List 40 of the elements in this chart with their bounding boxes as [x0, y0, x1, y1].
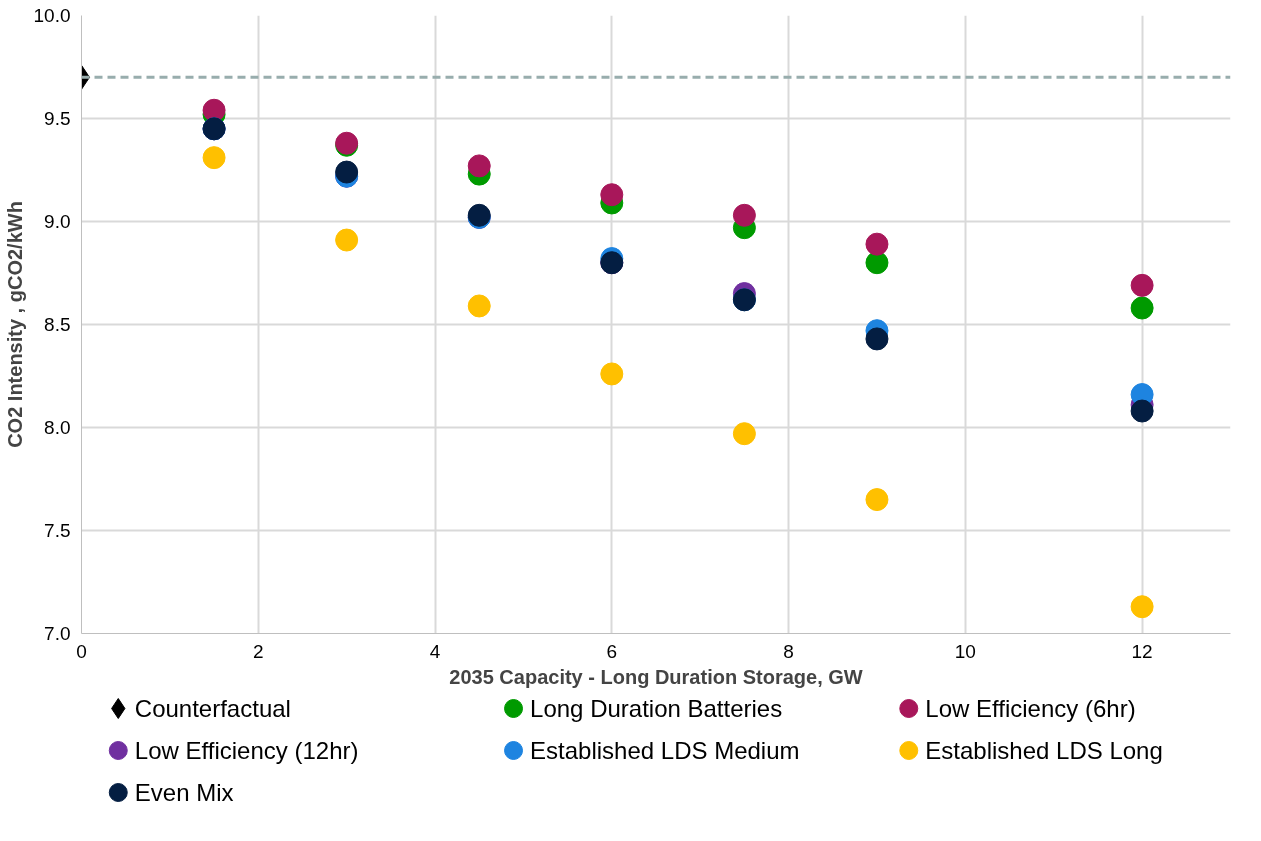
legend-label: Low Efficiency (12hr): [134, 737, 359, 764]
point: [1130, 273, 1154, 297]
point: [467, 154, 491, 178]
y-axis-title: CO2 Intensity , gCO2/kWh: [3, 201, 26, 448]
legend-label: Established LDS Medium: [530, 737, 800, 764]
point: [732, 422, 756, 446]
point: [865, 488, 889, 512]
point: [1130, 595, 1154, 619]
point: [600, 362, 624, 386]
point: [202, 146, 226, 170]
x-tick-label: 6: [606, 640, 618, 662]
y-tick-label: 7.0: [44, 623, 71, 644]
x-tick-label: 2: [252, 640, 264, 662]
point: [865, 251, 889, 275]
x-tick-label: 12: [1131, 640, 1153, 662]
x-tick-label: 0: [76, 640, 87, 662]
point: [865, 327, 889, 351]
y-tick-label: 7.5: [44, 520, 71, 541]
y-tick-label: 9.5: [44, 108, 71, 129]
point: [202, 98, 226, 122]
x-axis-title: 2035 Capacity - Long Duration Storage, GW: [449, 665, 863, 688]
legend-label: Counterfactual: [134, 695, 291, 722]
point: [1130, 296, 1154, 320]
legend-label: Established LDS Long: [925, 737, 1163, 764]
point: [600, 183, 624, 207]
x-tick-label: 4: [429, 640, 441, 662]
y-tick-label: 8.5: [44, 314, 71, 335]
y-tick-label: 10.0: [33, 5, 71, 26]
legend-label: Low Efficiency (6hr): [925, 695, 1136, 722]
x-tick-label: 10: [954, 640, 976, 662]
point: [335, 228, 359, 252]
x-tick-label: 8: [783, 640, 794, 662]
point: [467, 294, 491, 318]
point: [1130, 399, 1154, 423]
point: [865, 232, 889, 256]
legend-label: Long Duration Batteries: [530, 695, 783, 722]
point: [732, 203, 756, 227]
y-tick-label: 9.0: [44, 211, 71, 232]
legend-label: Even Mix: [134, 779, 234, 806]
y-tick-label: 8.0: [44, 417, 71, 438]
